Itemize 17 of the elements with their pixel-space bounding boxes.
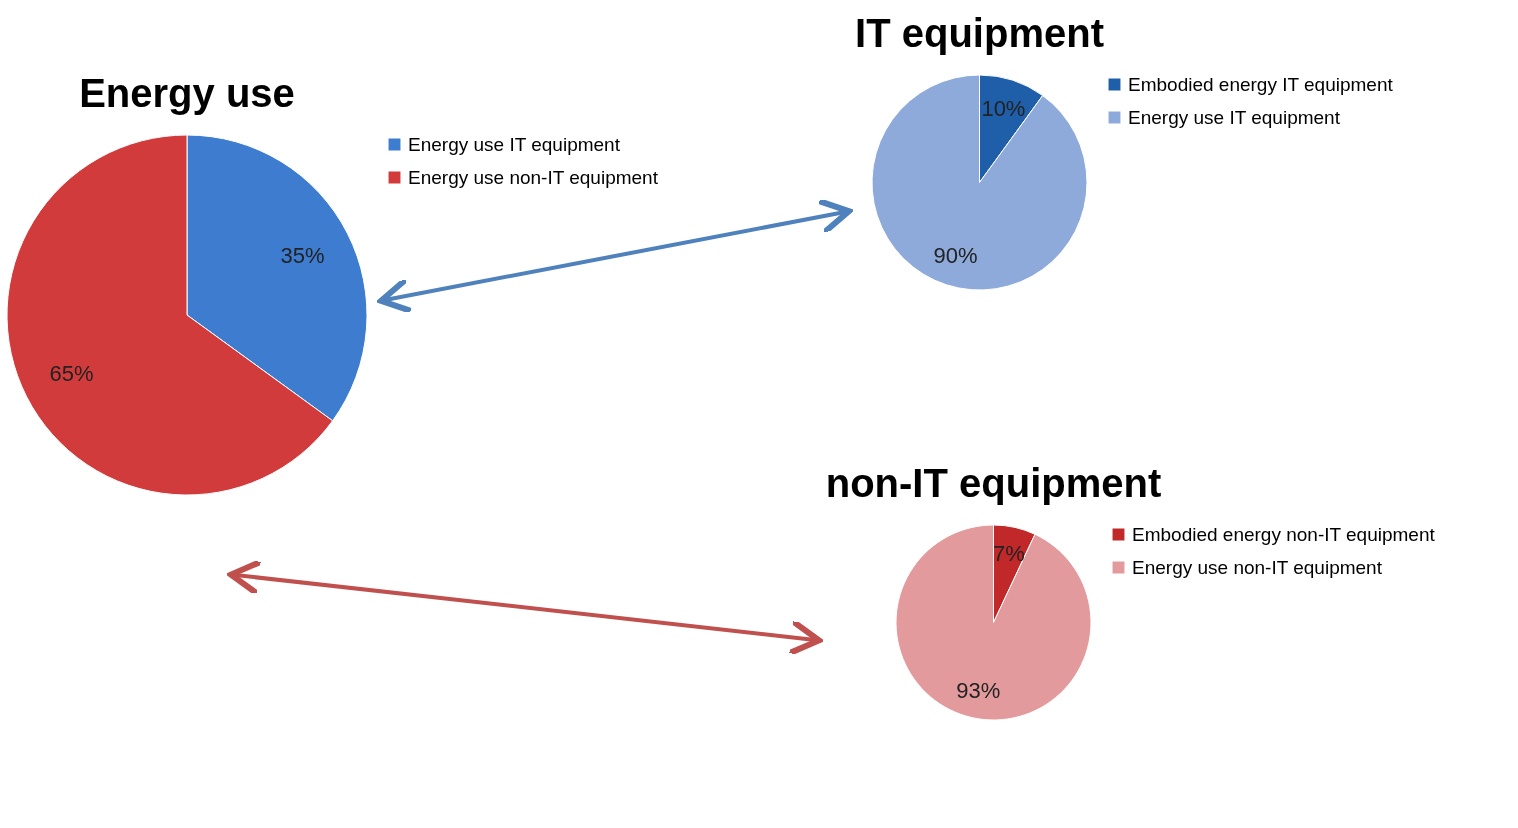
data-label: 65%	[49, 360, 94, 386]
legend-label: Embodied energy IT equipment	[1128, 73, 1394, 95]
data-label: 10%	[981, 95, 1026, 121]
data-label: 35%	[280, 243, 325, 269]
chart-title: Energy use	[79, 71, 295, 115]
legend-label: Embodied energy non-IT equipment	[1132, 523, 1436, 545]
legend-label: Energy use non-IT equipment	[408, 166, 659, 188]
legend-label: Energy use IT equipment	[1128, 106, 1341, 128]
chart-title: IT equipment	[855, 11, 1104, 55]
data-label: 7%	[992, 540, 1025, 566]
legend-label: Energy use IT equipment	[408, 133, 621, 155]
chart-title: non-IT equipment	[825, 461, 1162, 505]
data-label: 90%	[933, 243, 978, 269]
pie-slice	[895, 524, 1092, 721]
pie-slice	[871, 74, 1088, 291]
legend-label: Energy use non-IT equipment	[1132, 556, 1383, 578]
data-label: 93%	[956, 678, 1001, 704]
